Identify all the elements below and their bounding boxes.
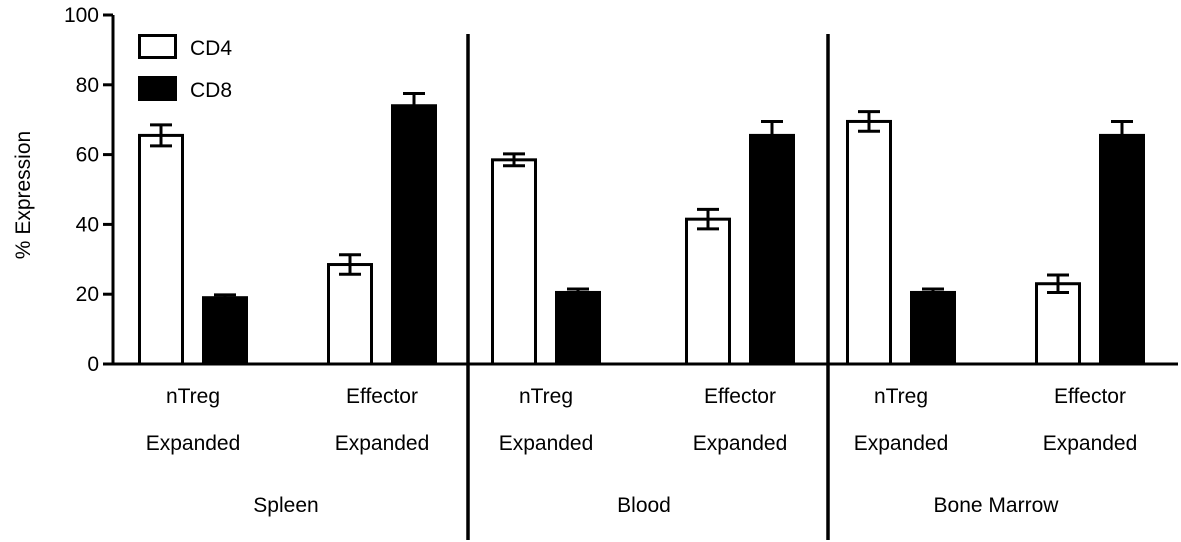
cd8-bar (555, 290, 601, 366)
category-label-line2: Expanded (146, 432, 241, 455)
cd8-bar (391, 104, 437, 366)
bars (138, 92, 1145, 366)
legend-label-cd4: CD4 (190, 37, 232, 60)
group-separators (466, 34, 830, 540)
category-label-line1: nTreg (874, 385, 928, 408)
y-tick-label: 20 (76, 283, 99, 306)
y-tick-label: 60 (76, 144, 99, 167)
category-label-line1: Effector (704, 385, 776, 408)
group-label: Spleen (253, 494, 318, 517)
category-label-line2: Expanded (1043, 432, 1138, 455)
cd4-bar (491, 158, 537, 366)
legend-label-cd8: CD8 (190, 79, 232, 102)
axes: 0 20 40 60 80 100 (64, 4, 1178, 376)
cd8-bar (910, 290, 956, 366)
cd8-bar (1099, 133, 1145, 366)
cd4-bar (327, 263, 373, 366)
group-label: Bone Marrow (934, 494, 1060, 517)
category-label-line2: Expanded (693, 432, 788, 455)
y-tick-label: 40 (76, 213, 99, 236)
cd8-bar (202, 296, 248, 366)
legend: CD4 CD8 (138, 34, 232, 102)
cd4-bar (846, 119, 892, 366)
cd8-bar (749, 133, 795, 366)
cd4-bar (1035, 282, 1081, 366)
y-axis-title: % Expression (12, 131, 35, 259)
cd4-bar (685, 217, 731, 366)
category-label-line2: Expanded (854, 432, 949, 455)
category-label-line1: Effector (346, 385, 418, 408)
group-label: Blood (617, 494, 671, 517)
category-label-line2: Expanded (499, 432, 594, 455)
category-label-line2: Expanded (335, 432, 430, 455)
y-tick-label: 100 (64, 4, 99, 27)
legend-swatch-cd8 (138, 76, 177, 101)
category-label-line1: nTreg (519, 385, 573, 408)
category-label-line1: Effector (1054, 385, 1126, 408)
y-tick-label: 0 (87, 353, 99, 376)
x-labels: nTreg Expanded Effector Expanded Spleen nTreg… (146, 385, 1138, 517)
category-label-line1: nTreg (166, 385, 220, 408)
legend-swatch-cd4 (138, 34, 177, 59)
cd4-bar (138, 133, 184, 366)
y-tick-label: 80 (76, 74, 99, 97)
